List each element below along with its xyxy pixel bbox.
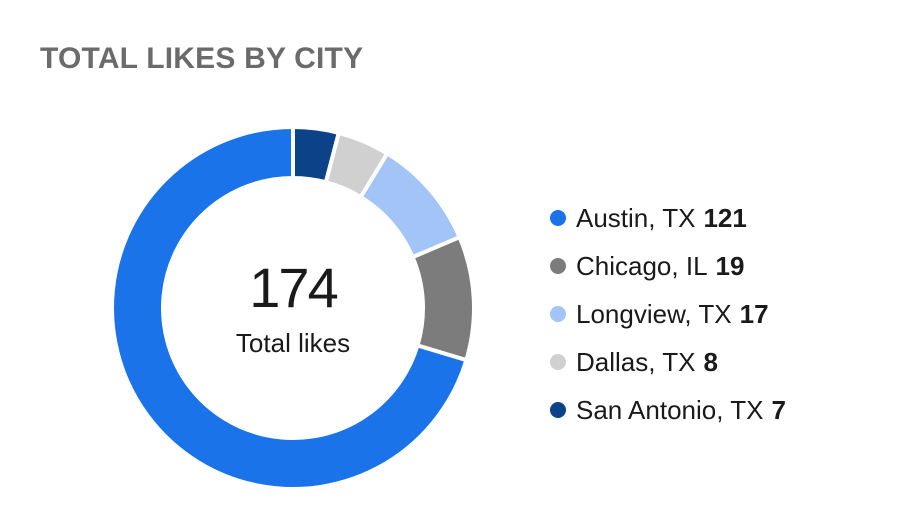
- legend-label: San Antonio, TX: [576, 394, 764, 425]
- legend-item-dallas-tx[interactable]: Dallas, TX 8: [550, 338, 786, 386]
- legend-label: Longview, TX: [576, 298, 732, 329]
- legend-swatch: [550, 354, 566, 370]
- legend-value: 121: [703, 202, 747, 233]
- total-value: 174: [249, 256, 338, 319]
- legend-value: 8: [703, 346, 718, 377]
- legend-label: Chicago, IL: [576, 250, 708, 281]
- legend-swatch: [550, 306, 566, 322]
- legend-value: 17: [739, 298, 769, 329]
- donut-chart: [110, 124, 476, 491]
- donut-slice-chicago-il[interactable]: [410, 234, 476, 363]
- chart-legend: Austin, TX 121 Chicago, IL 19 Longview, TX 17…: [550, 194, 786, 434]
- legend-swatch: [550, 210, 566, 226]
- total-label: Total likes: [235, 328, 351, 358]
- legend-item-san-antonio-tx[interactable]: San Antonio, TX 7: [550, 386, 786, 434]
- legend-value: 19: [715, 250, 745, 281]
- legend-item-chicago-il[interactable]: Chicago, IL 19: [550, 242, 786, 290]
- legend-label: Dallas, TX: [576, 346, 696, 377]
- donut-slice-austin-tx[interactable]: [110, 124, 469, 491]
- legend-item-longview-tx[interactable]: Longview, TX 17: [550, 290, 786, 338]
- legend-swatch: [550, 402, 566, 418]
- legend-label: Austin, TX: [576, 202, 696, 233]
- chart-title: TOTAL LIKES BY CITY: [40, 42, 364, 75]
- legend-swatch: [550, 258, 566, 274]
- legend-item-austin-tx[interactable]: Austin, TX 121: [550, 194, 786, 242]
- legend-value: 7: [771, 394, 786, 425]
